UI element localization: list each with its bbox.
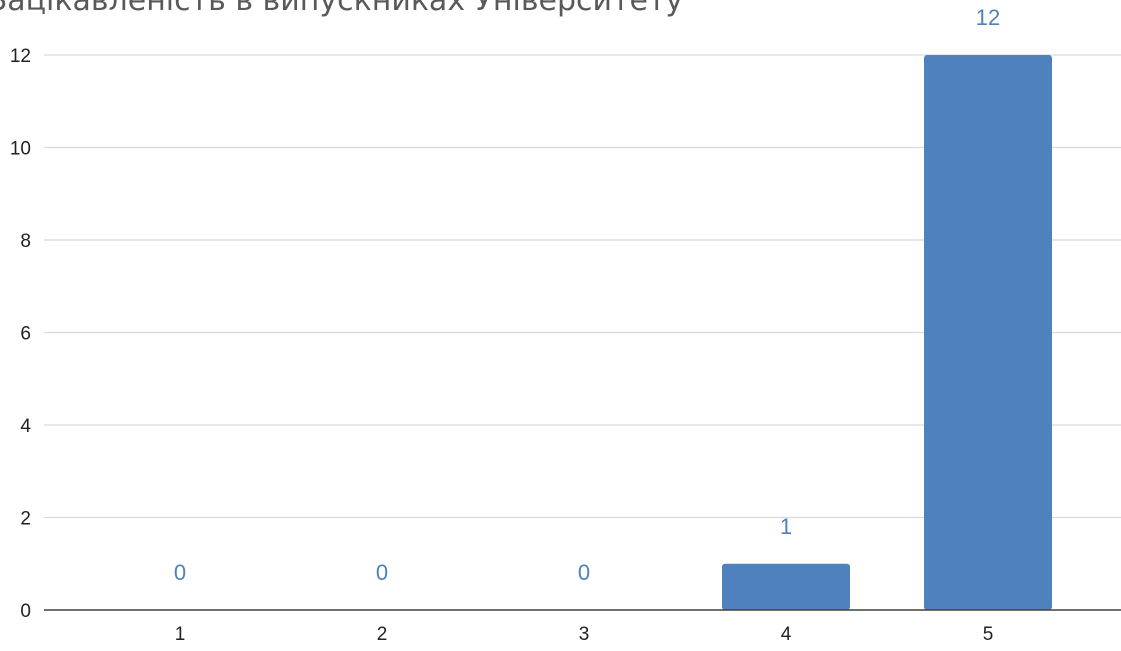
x-tick-label: 5 — [983, 624, 994, 645]
data-label: 1 — [780, 514, 792, 539]
y-tick-label: 6 — [20, 324, 31, 345]
data-labels: 0 0 0 1 12 — [174, 5, 1000, 585]
bars — [722, 55, 1052, 610]
x-tick-label: 4 — [781, 624, 792, 645]
y-tick-label: 8 — [20, 231, 31, 252]
y-tick-label: 4 — [20, 416, 31, 437]
bar — [924, 55, 1052, 610]
x-axis-ticks: 1 2 3 4 5 — [175, 624, 994, 645]
chart-title: Зацікавленість в випускниках Університет… — [0, 0, 684, 18]
x-tick-label: 2 — [377, 624, 388, 645]
y-axis-ticks: 0 2 4 6 8 10 12 — [10, 46, 32, 622]
y-tick-label: 12 — [10, 46, 31, 67]
data-label: 12 — [976, 5, 1000, 30]
data-label: 0 — [174, 560, 186, 585]
x-tick-label: 3 — [579, 624, 590, 645]
y-tick-label: 0 — [20, 601, 31, 622]
data-label: 0 — [578, 560, 590, 585]
x-tick-label: 1 — [175, 624, 186, 645]
y-tick-label: 2 — [20, 509, 31, 530]
bar — [722, 563, 850, 610]
y-tick-label: 10 — [10, 139, 31, 160]
data-label: 0 — [376, 560, 388, 585]
